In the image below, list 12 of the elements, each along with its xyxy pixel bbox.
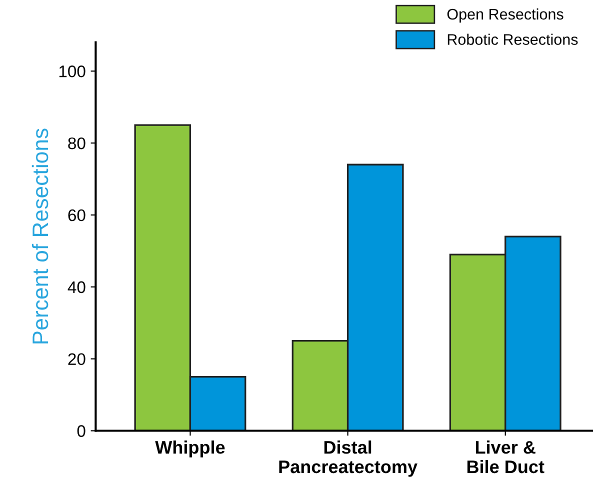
legend-label: Robotic Resections: [448, 34, 578, 45]
y-axis-title: Percent of Resections: [32, 128, 48, 344]
y-tick-label: 20: [68, 353, 86, 366]
y-tick-label: 0: [77, 425, 86, 437]
y-tick-label: 80: [68, 137, 86, 150]
y-tick-label: 100: [59, 66, 86, 78]
x-tick-label: Liver & Bile Duct: [467, 440, 544, 474]
y-tick-label: 60: [68, 209, 86, 222]
x-tick-label: Distal Pancreatectomy: [279, 440, 418, 477]
legend-label: Open Resections: [447, 8, 564, 23]
y-tick-label: 40: [68, 281, 86, 294]
x-tick-label: Whipple: [155, 440, 225, 458]
